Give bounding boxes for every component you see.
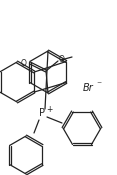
Text: O: O <box>21 58 27 68</box>
Text: Br: Br <box>83 83 94 93</box>
Text: O: O <box>59 55 65 65</box>
Text: P: P <box>39 108 45 118</box>
Text: ⁻: ⁻ <box>96 80 101 90</box>
Text: +: + <box>46 104 52 114</box>
